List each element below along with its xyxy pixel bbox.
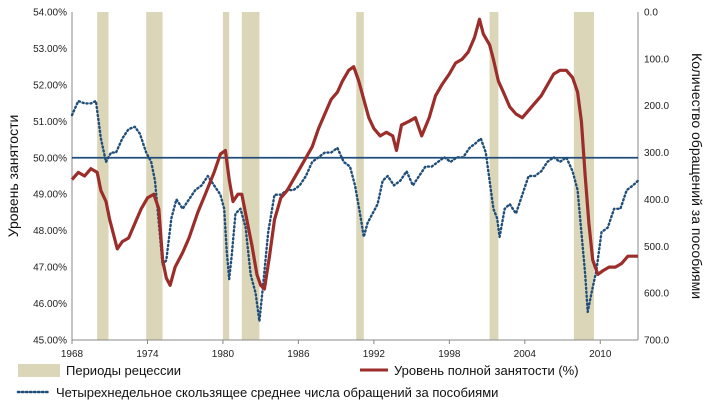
x-tick-label: 1974 (136, 349, 159, 360)
y-left-tick-label: 50.00% (33, 153, 67, 164)
recession-band-4 (356, 12, 364, 340)
y-axis-left-title: Уровень занятости (5, 115, 21, 238)
y-left-tick-label: 54.00% (33, 8, 67, 19)
recession-band-5 (489, 12, 499, 340)
y-left-tick-label: 48.00% (33, 226, 67, 237)
y-right-tick-label: 400.0 (644, 195, 669, 206)
y-left-tick-label: 45.00% (33, 336, 67, 347)
series-line-employment (70, 17, 638, 291)
y-right-tick-label: 100.0 (644, 54, 669, 65)
x-tick-label: 2010 (589, 349, 612, 360)
legend-label-employment: Уровень полной занятости (%) (394, 363, 579, 378)
y-right-tick-label: 600.0 (644, 289, 669, 300)
y-right-tick-label: 700.0 (644, 336, 669, 347)
tick-labels: 1968 1974 1980 1986 1992 1998 2004 2010 45.00% 46… (33, 8, 669, 361)
y-left-tick-label: 49.00% (33, 190, 67, 201)
recession-band-3 (241, 12, 260, 340)
y-left-tick-label: 51.00% (33, 117, 67, 128)
x-tick-label: 1998 (438, 349, 461, 360)
series-line-claims (70, 99, 640, 323)
x-tick-label: 1986 (287, 349, 310, 360)
y-left-tick-label: 47.00% (33, 263, 67, 274)
y-left-tick-label: 46.00% (33, 299, 67, 310)
y-right-tick-label: 300.0 (644, 148, 669, 159)
y-right-tick-label: 500.0 (644, 242, 669, 253)
series-layer (70, 17, 640, 323)
legend-label-recession: Периоды рецессии (66, 363, 181, 378)
x-tick-label: 1992 (363, 349, 386, 360)
recession-bands (97, 12, 594, 340)
legend-label-claims: Четырехнедельное скользящее среднее числ… (56, 385, 498, 400)
y-right-tick-label: 200.0 (644, 101, 669, 112)
y-right-tick-label: 0.0 (644, 8, 658, 19)
x-tick-label: 1980 (212, 349, 235, 360)
recession-band-0 (97, 12, 109, 340)
y-left-tick-label: 53.00% (33, 44, 67, 55)
y-left-tick-label: 52.00% (33, 80, 67, 91)
legend-swatch-recession (18, 364, 60, 377)
x-tick-label: 2004 (514, 349, 537, 360)
legend: Периоды рецессии Уровень полной занятост… (16, 363, 579, 400)
recession-band-2 (222, 12, 230, 340)
axes (71, 12, 639, 341)
y-axis-right-title: Количество обращений за пособиями (689, 53, 705, 299)
x-tick-label: 1968 (61, 349, 84, 360)
